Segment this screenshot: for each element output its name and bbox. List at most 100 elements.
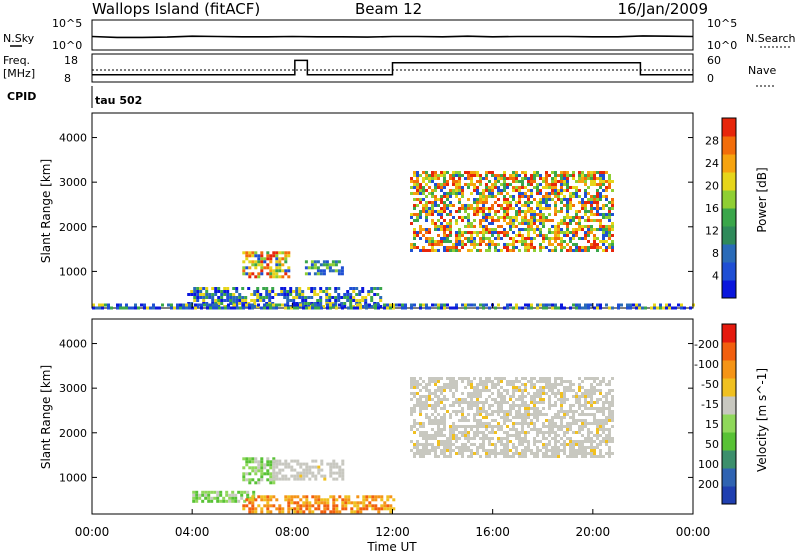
range-cell bbox=[251, 260, 255, 264]
range-cell bbox=[395, 303, 398, 307]
range-cell bbox=[578, 180, 581, 183]
range-cell bbox=[482, 407, 485, 410]
range-cell bbox=[506, 192, 509, 195]
range-cell bbox=[176, 306, 179, 310]
range-cell bbox=[548, 380, 551, 383]
range-cell bbox=[488, 207, 491, 210]
range-cell bbox=[554, 192, 557, 195]
range-cell bbox=[560, 189, 563, 192]
range-cell bbox=[557, 425, 560, 428]
range-cell bbox=[192, 490, 196, 494]
range-cell bbox=[506, 455, 509, 458]
range-cell bbox=[605, 234, 608, 237]
range-cell bbox=[596, 425, 599, 428]
range-cell bbox=[458, 377, 461, 380]
range-cell bbox=[431, 246, 434, 249]
range-cell bbox=[503, 306, 506, 310]
range-cell bbox=[431, 201, 434, 204]
range-cell bbox=[545, 234, 548, 237]
range-cell bbox=[232, 287, 236, 290]
range-cell bbox=[611, 306, 614, 310]
range-cell bbox=[506, 249, 509, 252]
range-cell bbox=[449, 437, 452, 440]
range-cell bbox=[329, 303, 332, 307]
range-cell bbox=[425, 446, 428, 449]
colorbar-swatch bbox=[722, 486, 736, 505]
range-cell bbox=[605, 443, 608, 446]
range-cell bbox=[494, 306, 497, 310]
range-cell bbox=[268, 290, 272, 293]
range-cell bbox=[533, 407, 536, 410]
range-cell bbox=[257, 463, 261, 467]
range-cell bbox=[419, 431, 422, 434]
range-cell bbox=[578, 177, 581, 180]
range-cell bbox=[437, 386, 440, 389]
range-cell bbox=[485, 410, 488, 413]
range-cell bbox=[440, 228, 443, 231]
range-cell bbox=[449, 249, 452, 252]
range-cell bbox=[274, 293, 278, 296]
range-cell bbox=[578, 210, 581, 213]
range-cell bbox=[410, 246, 413, 249]
range-cell bbox=[599, 407, 602, 410]
range-cell bbox=[235, 296, 239, 299]
range-cell bbox=[557, 225, 560, 228]
range-cell bbox=[533, 171, 536, 174]
range-cell bbox=[683, 306, 686, 310]
range-cell bbox=[473, 225, 476, 228]
range-cell bbox=[536, 234, 539, 237]
range-cell bbox=[349, 293, 353, 296]
range-cell bbox=[428, 249, 431, 252]
colorbar-tick: -200 bbox=[694, 338, 719, 351]
range-cell bbox=[325, 290, 329, 293]
range-cell bbox=[485, 437, 488, 440]
range-cell bbox=[284, 495, 288, 499]
range-cell bbox=[238, 293, 242, 296]
range-cell bbox=[419, 401, 422, 404]
range-cell bbox=[254, 507, 258, 511]
range-cell bbox=[251, 495, 255, 499]
range-cell bbox=[512, 243, 515, 246]
range-cell bbox=[467, 437, 470, 440]
range-cell bbox=[335, 498, 339, 502]
range-cell bbox=[509, 407, 512, 410]
range-cell bbox=[290, 468, 294, 472]
range-cell bbox=[410, 407, 413, 410]
range-cell bbox=[491, 443, 494, 446]
range-cell bbox=[575, 189, 578, 192]
range-cell bbox=[434, 449, 437, 452]
x-tick-label: 12:00 bbox=[375, 525, 410, 539]
range-cell bbox=[572, 416, 575, 419]
range-cell bbox=[419, 216, 422, 219]
range-cell bbox=[506, 231, 509, 234]
range-cell bbox=[226, 299, 230, 302]
range-cell bbox=[584, 446, 587, 449]
range-cell bbox=[286, 296, 290, 299]
range-cell bbox=[608, 243, 611, 246]
range-cell bbox=[329, 510, 333, 514]
range-cell bbox=[241, 299, 245, 302]
range-cell bbox=[304, 296, 308, 299]
range-cell bbox=[557, 440, 560, 443]
power-ylabel: Slant Range [km] bbox=[39, 159, 53, 263]
range-cell bbox=[277, 293, 281, 296]
range-cell bbox=[410, 413, 413, 416]
range-cell bbox=[248, 266, 252, 270]
range-cell bbox=[329, 495, 333, 499]
range-cell bbox=[542, 401, 545, 404]
range-cell bbox=[518, 455, 521, 458]
range-cell bbox=[253, 290, 257, 293]
range-cell bbox=[530, 386, 533, 389]
range-cell bbox=[334, 263, 338, 267]
range-cell bbox=[341, 471, 345, 475]
range-cell bbox=[215, 303, 218, 307]
range-cell bbox=[602, 228, 605, 231]
range-cell bbox=[473, 401, 476, 404]
range-cell bbox=[425, 216, 428, 219]
range-cell bbox=[497, 401, 500, 404]
range-cell bbox=[605, 225, 608, 228]
range-cell bbox=[319, 272, 323, 276]
range-cell bbox=[272, 306, 275, 310]
range-cell bbox=[584, 219, 587, 222]
range-cell bbox=[431, 407, 434, 410]
